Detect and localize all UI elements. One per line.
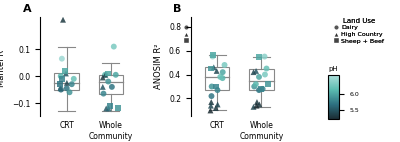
Point bbox=[57, 83, 63, 85]
Point bbox=[213, 107, 219, 109]
Point bbox=[208, 101, 214, 103]
Point bbox=[214, 103, 221, 106]
Point bbox=[253, 105, 260, 107]
Bar bbox=[98, 75, 123, 94]
Point bbox=[64, 87, 70, 89]
Point bbox=[103, 107, 110, 109]
Point bbox=[59, 78, 66, 80]
Point bbox=[208, 85, 215, 88]
Point bbox=[256, 89, 262, 91]
Point bbox=[58, 75, 64, 77]
Point bbox=[57, 87, 64, 89]
Point bbox=[109, 86, 115, 88]
Point bbox=[114, 107, 121, 109]
Point bbox=[250, 71, 257, 73]
Point bbox=[100, 76, 106, 79]
Point bbox=[112, 74, 119, 76]
Point bbox=[256, 103, 262, 106]
Point bbox=[210, 55, 216, 58]
Text: pH: pH bbox=[329, 66, 338, 72]
Point bbox=[59, 58, 65, 60]
Point bbox=[66, 91, 73, 93]
Point bbox=[105, 80, 112, 83]
Point bbox=[213, 85, 219, 88]
Y-axis label: ANOSIM R²: ANOSIM R² bbox=[154, 44, 163, 89]
Point bbox=[207, 109, 214, 112]
Bar bbox=[54, 73, 79, 90]
Point bbox=[250, 106, 257, 108]
Point bbox=[62, 70, 68, 72]
Y-axis label: Mantel R²: Mantel R² bbox=[0, 47, 6, 87]
Point bbox=[64, 82, 70, 84]
Point bbox=[208, 105, 214, 107]
Point bbox=[60, 19, 66, 21]
Legend: Dairy, High Country, Sheep + Beef: Dairy, High Country, Sheep + Beef bbox=[331, 15, 387, 46]
Point bbox=[263, 67, 270, 70]
Point bbox=[106, 107, 112, 109]
Point bbox=[70, 78, 77, 80]
Point bbox=[110, 45, 117, 48]
Point bbox=[105, 72, 111, 75]
Point bbox=[102, 74, 108, 76]
Point bbox=[262, 73, 268, 76]
Point bbox=[214, 89, 221, 91]
Point bbox=[221, 64, 228, 66]
Bar bbox=[205, 67, 230, 90]
Text: A: A bbox=[22, 4, 31, 14]
Point bbox=[208, 95, 215, 97]
Point bbox=[219, 77, 226, 79]
Point bbox=[210, 66, 217, 68]
Point bbox=[214, 70, 220, 72]
Point bbox=[260, 88, 266, 90]
Point bbox=[261, 55, 268, 58]
Point bbox=[251, 85, 258, 88]
Point bbox=[253, 83, 259, 85]
Point bbox=[100, 86, 106, 88]
Point bbox=[68, 83, 75, 85]
Point bbox=[208, 67, 214, 70]
Point bbox=[210, 54, 216, 57]
Point bbox=[258, 88, 264, 90]
Point bbox=[63, 72, 69, 75]
Point bbox=[107, 105, 113, 107]
Point bbox=[102, 74, 108, 76]
Point bbox=[217, 76, 224, 78]
Point bbox=[100, 92, 107, 95]
Point bbox=[253, 70, 259, 72]
Bar bbox=[249, 69, 274, 90]
Text: B: B bbox=[173, 4, 182, 14]
Point bbox=[265, 83, 272, 85]
Legend: Dairy, High Country, Sheep + Beef: Dairy, High Country, Sheep + Beef bbox=[180, 15, 236, 46]
Point bbox=[256, 76, 262, 78]
Point bbox=[254, 101, 260, 103]
Point bbox=[58, 88, 64, 91]
Point bbox=[256, 55, 262, 58]
Point bbox=[220, 71, 226, 73]
